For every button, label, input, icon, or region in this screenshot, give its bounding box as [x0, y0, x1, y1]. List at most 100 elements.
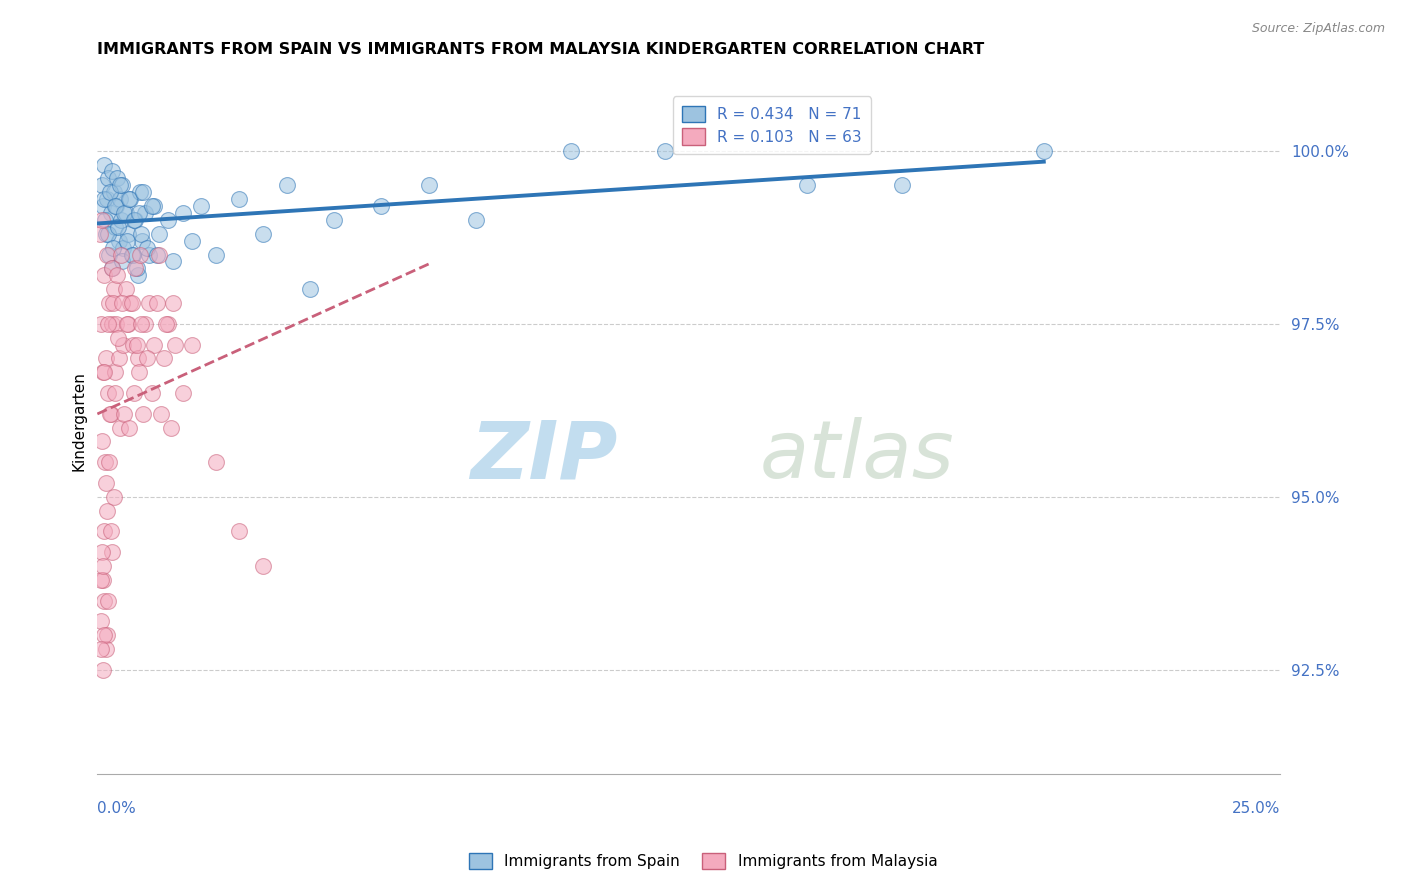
Point	[93, 593, 115, 607]
Point	[112, 407, 135, 421]
Point	[157, 213, 180, 227]
Point	[560, 144, 582, 158]
Point	[112, 241, 135, 255]
Point	[890, 178, 912, 193]
Point	[118, 420, 141, 434]
Point	[90, 317, 112, 331]
Point	[190, 199, 212, 213]
Point	[98, 247, 121, 261]
Point	[323, 213, 346, 227]
Point	[96, 192, 118, 206]
Point	[122, 213, 145, 227]
Point	[134, 317, 156, 331]
Point	[796, 178, 818, 193]
Point	[94, 455, 117, 469]
Point	[93, 192, 115, 206]
Point	[97, 171, 120, 186]
Point	[100, 206, 122, 220]
Point	[132, 186, 155, 200]
Point	[114, 282, 136, 296]
Point	[100, 524, 122, 539]
Point	[90, 573, 112, 587]
Text: 25.0%: 25.0%	[1232, 801, 1281, 815]
Point	[128, 365, 150, 379]
Point	[127, 351, 149, 366]
Point	[96, 628, 118, 642]
Point	[121, 296, 143, 310]
Point	[143, 199, 166, 213]
Point	[103, 186, 125, 200]
Point	[117, 227, 139, 241]
Point	[204, 455, 226, 469]
Point	[108, 178, 131, 193]
Point	[96, 247, 118, 261]
Text: IMMIGRANTS FROM SPAIN VS IMMIGRANTS FROM MALAYSIA KINDERGARTEN CORRELATION CHART: IMMIGRANTS FROM SPAIN VS IMMIGRANTS FROM…	[97, 42, 984, 57]
Point	[117, 317, 139, 331]
Point	[111, 254, 134, 268]
Point	[121, 247, 143, 261]
Point	[97, 593, 120, 607]
Point	[91, 178, 114, 193]
Point	[98, 186, 121, 200]
Point	[204, 247, 226, 261]
Point	[125, 261, 148, 276]
Point	[125, 337, 148, 351]
Point	[107, 219, 129, 234]
Point	[91, 365, 114, 379]
Point	[90, 642, 112, 657]
Point	[110, 247, 132, 261]
Point	[654, 144, 676, 158]
Point	[101, 317, 124, 331]
Point	[148, 247, 170, 261]
Point	[91, 199, 114, 213]
Point	[97, 317, 120, 331]
Point	[100, 164, 122, 178]
Point	[118, 192, 141, 206]
Point	[100, 261, 122, 276]
Point	[98, 407, 121, 421]
Point	[98, 455, 121, 469]
Point	[1032, 144, 1054, 158]
Point	[108, 420, 131, 434]
Point	[104, 219, 127, 234]
Point	[91, 573, 114, 587]
Point	[94, 476, 117, 491]
Point	[91, 559, 114, 574]
Point	[94, 227, 117, 241]
Point	[112, 206, 135, 220]
Point	[111, 296, 134, 310]
Point	[172, 386, 194, 401]
Point	[148, 227, 170, 241]
Point	[132, 407, 155, 421]
Point	[91, 213, 114, 227]
Point	[107, 331, 129, 345]
Point	[93, 157, 115, 171]
Point	[91, 545, 114, 559]
Point	[129, 186, 152, 200]
Point	[91, 434, 114, 449]
Point	[101, 296, 124, 310]
Point	[181, 337, 204, 351]
Point	[91, 663, 114, 677]
Point	[114, 206, 136, 220]
Text: atlas: atlas	[759, 417, 955, 495]
Point	[138, 247, 160, 261]
Point	[136, 351, 159, 366]
Point	[150, 407, 173, 421]
Point	[93, 524, 115, 539]
Point	[228, 524, 250, 539]
Point	[127, 268, 149, 283]
Point	[172, 206, 194, 220]
Point	[107, 351, 129, 366]
Point	[103, 282, 125, 296]
Point	[110, 213, 132, 227]
Point	[129, 247, 152, 261]
Point	[105, 171, 128, 186]
Point	[93, 268, 115, 283]
Legend: R = 0.434   N = 71, R = 0.103   N = 63: R = 0.434 N = 71, R = 0.103 N = 63	[672, 96, 870, 154]
Point	[162, 254, 184, 268]
Point	[159, 420, 181, 434]
Point	[141, 386, 163, 401]
Point	[141, 199, 163, 213]
Point	[105, 317, 128, 331]
